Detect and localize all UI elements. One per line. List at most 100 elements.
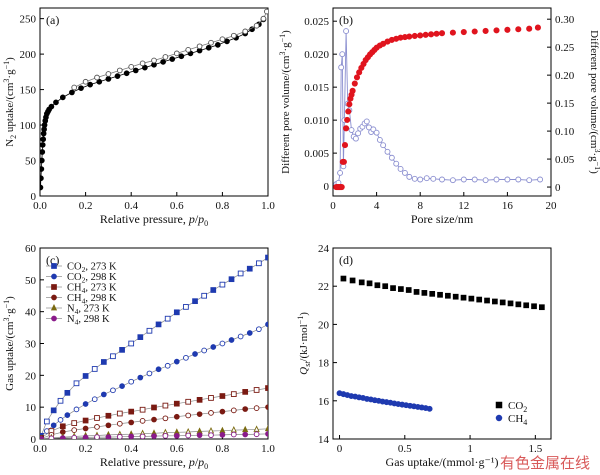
x-tick-label: 20	[546, 200, 558, 212]
data-point	[116, 433, 123, 439]
x-tick-label: 0	[337, 443, 343, 455]
data-point	[534, 24, 541, 31]
data-point	[208, 410, 214, 416]
data-point	[208, 432, 214, 439]
data-point	[51, 294, 57, 301]
y-right-tick-label: 0.30	[555, 14, 575, 26]
data-point	[94, 424, 100, 430]
data-point	[64, 412, 71, 418]
data-point	[110, 387, 116, 394]
isotherm-line	[74, 11, 268, 88]
data-point	[413, 289, 420, 295]
data-point	[155, 366, 162, 373]
data-point	[230, 426, 237, 433]
data-point	[539, 304, 545, 311]
y-tick-label: 22	[318, 281, 329, 293]
data-point	[388, 154, 395, 161]
data-point	[460, 29, 467, 36]
data-point	[71, 427, 78, 433]
data-point	[355, 130, 362, 137]
data-point	[40, 166, 45, 172]
data-point	[48, 103, 55, 110]
data-point	[64, 389, 71, 396]
data-point	[137, 334, 144, 340]
data-point	[439, 176, 445, 183]
data-point	[382, 283, 389, 290]
data-point	[57, 397, 64, 404]
y-right-tick-label: 0	[555, 182, 561, 194]
data-point	[210, 287, 217, 293]
data-point	[219, 432, 226, 438]
x-tick-label: 1.0	[261, 443, 275, 455]
data-point	[160, 59, 166, 65]
y-tick-label: 30	[25, 339, 37, 351]
data-point	[343, 125, 350, 132]
y-tick-label: 24	[318, 243, 330, 255]
data-point	[460, 294, 467, 301]
data-point	[348, 127, 355, 133]
data-point	[219, 393, 226, 399]
y-right-tick-label: 0.05	[555, 154, 575, 166]
data-point	[406, 33, 413, 40]
y-tick-label: 20	[318, 319, 330, 331]
data-point	[40, 142, 46, 148]
data-point	[253, 425, 260, 432]
data-point	[349, 277, 356, 284]
panel-label: (d)	[339, 253, 353, 267]
data-point	[94, 74, 100, 81]
x-tick-label: 8	[417, 200, 423, 212]
data-point	[78, 85, 84, 92]
data-point	[422, 31, 429, 38]
data-point	[173, 400, 180, 407]
data-point	[515, 176, 522, 183]
data-point	[265, 404, 268, 411]
data-point	[128, 378, 135, 385]
data-point	[128, 340, 135, 347]
data-point	[192, 298, 198, 305]
data-point	[196, 432, 203, 439]
data-point	[452, 293, 459, 300]
data-point	[208, 39, 214, 46]
data-point	[53, 99, 59, 106]
data-point	[94, 415, 100, 421]
data-point	[374, 282, 381, 289]
data-point	[344, 116, 351, 123]
x-axis-label: Relative pressure, p/p0	[100, 455, 208, 471]
data-point	[256, 260, 262, 267]
x-tick-label: 16	[502, 200, 514, 212]
data-point	[71, 434, 78, 439]
data-point	[116, 420, 123, 427]
data-point	[43, 418, 50, 425]
data-point	[201, 292, 208, 299]
x-tick-label: 0.6	[170, 443, 184, 455]
data-point	[437, 291, 443, 298]
x-tick-label: 0.6	[170, 200, 184, 212]
data-point	[242, 28, 249, 35]
data-point	[246, 265, 253, 272]
panel-b: 0 4 8 12 16 20 0 0.005 0.010 0.015 0.020 0.025 0 0.05…	[278, 7, 600, 226]
data-point	[349, 87, 356, 94]
data-point	[515, 26, 522, 33]
y-tick-label: 18	[318, 358, 330, 370]
data-point	[438, 30, 446, 37]
x-tick-label: 0.2	[79, 200, 93, 212]
y-right-tick-label: 0.20	[555, 70, 575, 82]
data-point	[164, 315, 171, 322]
data-point	[406, 173, 413, 180]
data-point	[471, 28, 478, 35]
data-point	[132, 67, 139, 74]
data-point	[173, 309, 180, 316]
data-point	[495, 401, 503, 409]
x-tick-label: 4	[374, 200, 380, 212]
data-point	[397, 166, 404, 172]
legend-entry: CO2, 273 K	[67, 262, 117, 275]
data-point	[340, 158, 347, 165]
data-point	[398, 286, 404, 292]
data-point	[337, 169, 344, 176]
data-point	[100, 359, 107, 365]
data-point	[219, 281, 226, 288]
data-point	[214, 42, 221, 48]
data-point	[59, 435, 66, 439]
data-point	[40, 136, 47, 143]
